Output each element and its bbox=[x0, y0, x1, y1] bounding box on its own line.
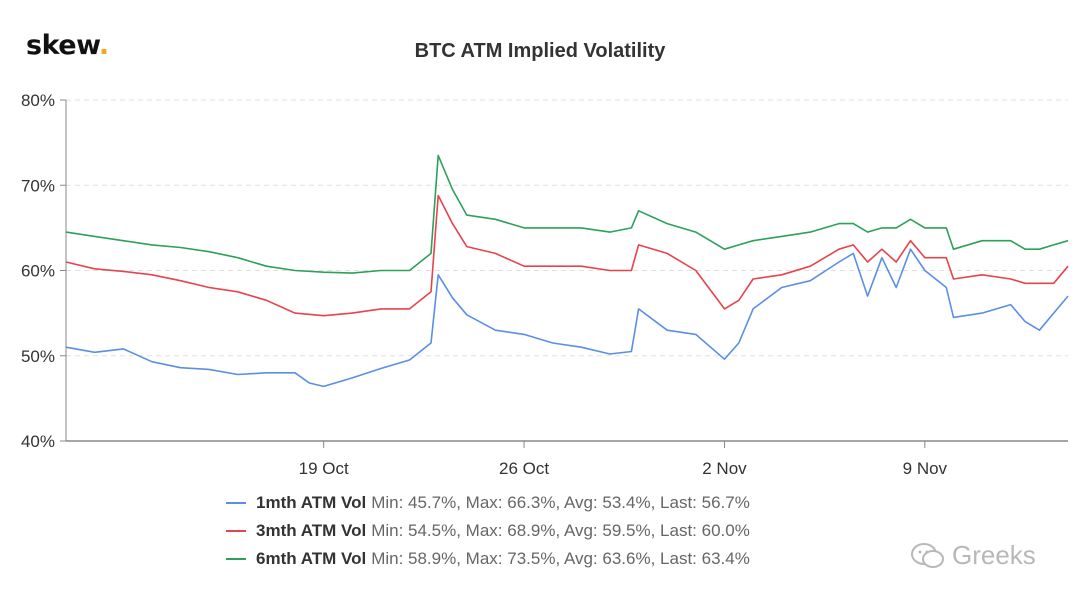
y-tick-label: 50% bbox=[21, 347, 55, 366]
legend-series-name: 6mth ATM Vol bbox=[256, 549, 367, 568]
x-tick-label: 26 Oct bbox=[499, 459, 549, 478]
x-tick-label: 2 Nov bbox=[702, 459, 747, 478]
grid-lines bbox=[66, 99, 1068, 357]
legend-series-name: 3mth ATM Vol bbox=[256, 521, 367, 540]
axes: 40% 50% 60% 70% 80% 19 Oct 26 Oct 2 Nov 9 Nov bbox=[21, 91, 1068, 478]
logo-text: skew bbox=[26, 30, 99, 61]
series-line-1 bbox=[65, 248, 1069, 388]
legend-series-name: 1mth ATM Vol bbox=[256, 493, 367, 512]
wechat-icon bbox=[911, 542, 944, 568]
legend-item[interactable]: 1mth ATM Vol Min: 45.7%, Max: 66.3%, Avg:… bbox=[226, 489, 750, 517]
y-tick-label: 70% bbox=[21, 176, 55, 195]
y-tick-label: 60% bbox=[21, 262, 55, 281]
legend-item[interactable]: 6mth ATM Vol Min: 58.9%, Max: 73.5%, Avg:… bbox=[226, 545, 750, 573]
legend-series-stats: Min: 54.5%, Max: 68.9%, Avg: 59.5%, Last… bbox=[371, 521, 750, 540]
legend-swatch bbox=[226, 502, 246, 504]
legend: 1mth ATM Vol Min: 45.7%, Max: 66.3%, Avg:… bbox=[226, 489, 750, 573]
legend-series-stats: Min: 45.7%, Max: 66.3%, Avg: 53.4%, Last… bbox=[371, 493, 750, 512]
legend-item[interactable]: 3mth ATM Vol Min: 54.5%, Max: 68.9%, Avg:… bbox=[226, 517, 750, 545]
series-line-3 bbox=[65, 154, 1069, 274]
skew-logo: skew. bbox=[26, 30, 109, 61]
watermark-text: Greeks bbox=[952, 540, 1036, 570]
y-tick-label: 80% bbox=[21, 91, 55, 110]
chart-title: BTC ATM Implied Volatility bbox=[414, 40, 666, 62]
legend-series-stats: Min: 58.9%, Max: 73.5%, Avg: 63.6%, Last… bbox=[371, 549, 750, 568]
legend-swatch bbox=[226, 558, 246, 560]
x-tick-label: 9 Nov bbox=[903, 459, 948, 478]
series-line-2 bbox=[65, 194, 1069, 317]
y-tick-label: 40% bbox=[21, 432, 55, 451]
logo-dot: . bbox=[98, 30, 109, 61]
watermark: Greeks bbox=[910, 540, 1036, 571]
series-lines bbox=[65, 154, 1069, 388]
legend-swatch bbox=[226, 530, 246, 532]
x-tick-label: 19 Oct bbox=[299, 459, 349, 478]
